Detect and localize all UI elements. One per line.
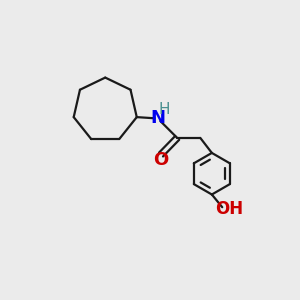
Text: H: H bbox=[158, 102, 170, 117]
Text: OH: OH bbox=[214, 200, 243, 218]
Text: N: N bbox=[150, 109, 165, 127]
Text: O: O bbox=[153, 151, 168, 169]
